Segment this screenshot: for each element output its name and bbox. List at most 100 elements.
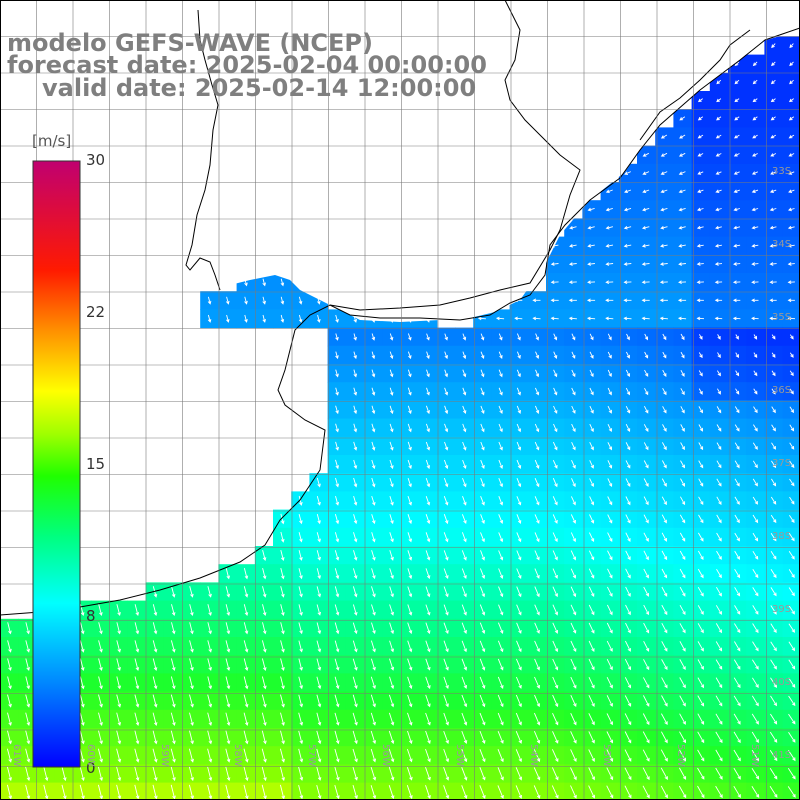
wind-arrow (7, 694, 12, 708)
wind-arrow (734, 568, 741, 579)
wind-arrow (261, 658, 267, 672)
wind-arrow (425, 604, 431, 616)
wind-arrow (752, 61, 758, 67)
wind-arrow (716, 98, 722, 103)
wind-speed-cell (782, 655, 800, 674)
wind-arrow (607, 496, 613, 506)
wind-speed-cell (782, 728, 800, 747)
wind-arrow (498, 478, 503, 488)
wind-arrow (570, 658, 577, 671)
wind-arrow (643, 532, 649, 542)
wind-arrow (425, 441, 431, 451)
wind-arrow (752, 79, 758, 85)
wind-arrow (716, 79, 722, 85)
wind-arrow (789, 61, 794, 67)
wind-arrow (769, 207, 777, 212)
wind-arrow (770, 623, 777, 633)
wind-arrow (625, 442, 631, 451)
wind-arrow (643, 622, 650, 634)
wind-arrow (752, 550, 759, 560)
wind-arrow (733, 659, 741, 670)
wind-arrow (788, 605, 795, 615)
wind-arrow (461, 767, 468, 781)
wind-arrow (298, 568, 303, 580)
wind-arrow (298, 748, 304, 763)
wind-arrow (353, 514, 358, 525)
wind-arrow (552, 694, 559, 708)
wind-arrow (370, 730, 377, 745)
wind-arrow (425, 748, 431, 763)
wind-arrow (443, 586, 449, 598)
wind-arrow (389, 604, 394, 616)
wind-arrow (771, 61, 776, 67)
wind-arrow (335, 333, 339, 341)
wind-speed-cell (782, 600, 800, 620)
wind-arrow (425, 622, 431, 635)
wind-arrow (444, 405, 449, 415)
wind-arrow (732, 316, 741, 321)
wind-arrow (788, 532, 795, 542)
wind-arrow (25, 658, 30, 672)
wind-arrow (389, 459, 394, 470)
wind-arrow (571, 460, 576, 469)
wind-arrow (733, 731, 741, 744)
wind-arrow (550, 316, 559, 321)
wind-arrow (444, 423, 449, 433)
wind-arrow (606, 749, 614, 762)
wind-arrow (770, 713, 778, 725)
wind-arrow (624, 677, 632, 689)
wind-arrow (152, 640, 158, 653)
wind-arrow (550, 280, 559, 285)
wind-arrow (570, 713, 577, 726)
wind-arrow (334, 712, 340, 726)
wind-arrow (535, 333, 539, 341)
wind-arrow (589, 478, 594, 488)
wind-arrow (116, 604, 121, 617)
wind-arrow (280, 549, 285, 562)
wind-arrow (443, 568, 449, 579)
wind-arrow (605, 316, 614, 321)
wind-arrow (788, 749, 796, 762)
wind-arrow (568, 262, 577, 266)
wind-arrow (552, 496, 558, 506)
wind-arrow (316, 658, 322, 671)
lat-label-38s: 38S (772, 531, 792, 542)
wind-arrow (661, 532, 667, 542)
wind-arrow (244, 296, 248, 305)
wind-arrow (98, 640, 103, 653)
wind-arrow (425, 785, 431, 800)
wind-arrow (7, 640, 12, 653)
wind-arrow (641, 225, 650, 230)
wind-arrow (262, 622, 267, 635)
wind-arrow (661, 659, 668, 671)
wind-arrow (571, 369, 576, 378)
wind-speed-cell (782, 527, 800, 547)
wind-arrow (606, 695, 613, 707)
wind-arrow (716, 532, 722, 542)
wind-speed-cell (655, 782, 674, 800)
wind-arrow (625, 387, 631, 396)
wind-arrow (335, 405, 339, 415)
wind-arrow (407, 514, 412, 525)
wind-arrow (298, 784, 304, 800)
wind-arrow (789, 514, 795, 523)
wind-arrow (443, 676, 449, 689)
wind-arrow (370, 640, 376, 653)
wind-arrow (243, 586, 249, 598)
wind-arrow (752, 496, 759, 505)
wind-arrow (587, 207, 595, 212)
wind-arrow (534, 532, 540, 543)
wind-arrow (443, 748, 450, 763)
wind-arrow (316, 766, 322, 781)
wind-arrow (497, 640, 504, 653)
wind-arrow (189, 676, 194, 690)
wind-arrow (677, 298, 687, 303)
wind-arrow (334, 748, 340, 763)
wind-arrow (334, 568, 340, 580)
wind-arrow (733, 134, 740, 139)
wind-arrow (298, 495, 303, 506)
wind-arrow (751, 244, 759, 248)
wind-arrow (769, 280, 777, 285)
wind-arrow (732, 280, 741, 285)
wind-arrow (498, 405, 503, 414)
